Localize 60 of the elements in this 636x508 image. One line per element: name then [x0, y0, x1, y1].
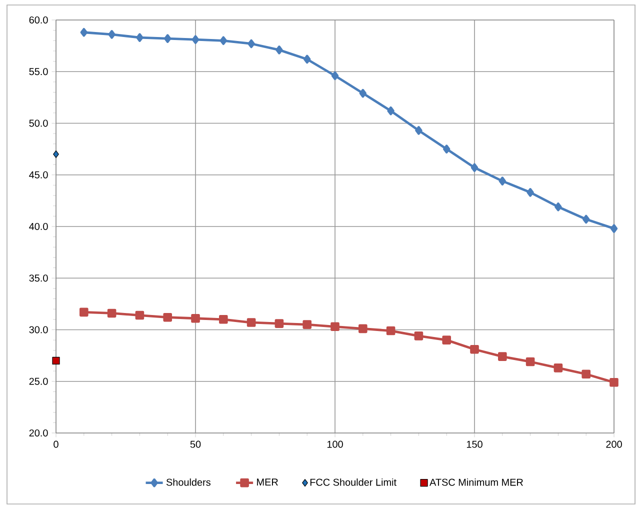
point	[498, 176, 506, 186]
y-tick-label: 25.0	[29, 378, 48, 385]
point	[386, 326, 396, 336]
y-tick-label: 35.0	[29, 274, 48, 282]
point	[331, 71, 339, 80]
point	[52, 356, 60, 365]
point	[80, 28, 88, 37]
point	[192, 35, 200, 44]
point	[80, 308, 88, 317]
point	[498, 352, 507, 361]
point	[274, 319, 284, 328]
point	[526, 357, 535, 366]
point	[554, 202, 562, 212]
point	[248, 39, 255, 48]
x-tick-label: 200	[606, 440, 622, 448]
x-tick-label: 50	[190, 440, 201, 448]
point	[582, 370, 591, 379]
y-tick-label: 40.0	[29, 222, 48, 230]
point	[442, 336, 452, 344]
point	[219, 315, 228, 324]
x-tick-label: 150	[466, 440, 482, 448]
point	[330, 322, 340, 332]
point	[135, 310, 144, 320]
y-tick-label: 50.0	[29, 120, 48, 127]
x-tick-label: 100	[327, 440, 343, 448]
y-tick-label: 30.0	[29, 326, 48, 334]
point	[53, 150, 59, 158]
y-tick-label: 20.0	[29, 429, 48, 437]
x-tick-label: 0	[54, 440, 58, 448]
point	[415, 126, 422, 135]
point	[387, 106, 394, 116]
legend-label: FCC Shoulder Limit	[310, 478, 396, 486]
point	[526, 188, 534, 197]
point	[443, 144, 450, 154]
point	[610, 224, 618, 233]
point	[554, 364, 563, 372]
point	[414, 332, 424, 340]
legend-label: ATSC Minimum MER	[430, 478, 523, 486]
point	[163, 312, 172, 322]
point	[108, 30, 116, 39]
legend-label: Shoulders	[166, 478, 210, 486]
legend-label: MER	[257, 478, 278, 486]
point	[191, 314, 200, 323]
point	[164, 34, 172, 43]
point	[136, 33, 144, 42]
y-tick-label: 55.0	[29, 68, 48, 76]
point	[276, 46, 283, 54]
point	[582, 214, 590, 224]
point	[359, 88, 367, 98]
point	[220, 36, 228, 46]
y-tick-label: 45.0	[29, 171, 48, 178]
point	[304, 54, 311, 64]
point	[246, 318, 256, 327]
point	[358, 324, 368, 334]
point	[107, 308, 116, 318]
point	[470, 344, 479, 354]
y-tick-label: 60.0	[29, 16, 48, 24]
point	[302, 320, 312, 329]
point	[470, 163, 478, 172]
point	[610, 378, 618, 387]
